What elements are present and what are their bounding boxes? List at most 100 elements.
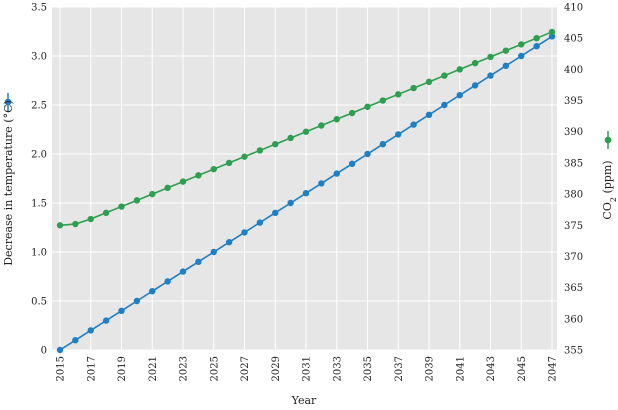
data-point [471,59,479,67]
data-point [164,278,171,285]
data-point [302,190,310,197]
data-point [348,109,356,117]
x-tick-label: 2029 [271,356,282,381]
x-axis-ticks: 2015 2017 2019 2021 2023 2025 2027 2029 2031 2033… [56,356,559,381]
y-right-tick-label: 355 [564,346,583,357]
data-point [225,239,233,246]
data-point [425,111,433,119]
data-point [548,33,556,40]
data-point [379,97,387,104]
data-point [364,150,371,158]
data-point [149,190,156,198]
data-point [56,346,64,354]
y-right-tick-label: 390 [564,127,583,138]
series-0 [56,33,556,354]
x-tick-label: 2021 [148,356,159,381]
data-point [487,53,494,61]
data-point [287,199,294,207]
series-1 [56,28,556,229]
y-axis-right-title-main: CO [601,202,614,219]
data-point [210,248,217,256]
data-point [395,131,402,138]
x-tick-label: 2043 [486,356,497,381]
x-tick-label: 2015 [56,356,67,381]
data-point [533,34,540,42]
data-point [164,184,171,192]
y-right-tick-label: 400 [564,65,583,76]
data-point [302,128,310,135]
y-axis-right-title-sub: 2 [609,197,618,202]
data-point [348,160,356,167]
y-right-tick-label: 365 [564,283,583,294]
series-group [56,28,556,354]
data-point [195,172,202,179]
x-tick-label: 2041 [455,356,466,381]
data-point [133,197,141,204]
data-point [179,178,187,185]
data-point [318,180,325,187]
y-axis-left-ticks: 0 0.5 1.0 1.5 2.0 2.5 3.0 3.5 [31,3,47,357]
data-point [195,258,202,265]
y-axis-left-title-group: Decrease in temperature (°C) [2,93,15,266]
right-axis-legend-marker [604,136,612,144]
data-point [487,72,494,79]
y-left-tick-label: 3.5 [31,3,47,14]
x-tick-label: 2039 [425,356,436,381]
x-axis-title: Year [291,394,317,407]
x-tick-label: 2027 [240,356,251,381]
y-right-tick-label: 405 [564,34,583,45]
y-left-tick-label: 0 [41,346,47,357]
x-tick-label: 2035 [363,356,374,381]
y-right-tick-label: 385 [564,158,583,169]
data-point [210,165,217,173]
y-left-tick-label: 3.0 [31,52,47,63]
y-left-tick-label: 1.5 [31,199,47,210]
x-tick-label: 2031 [302,356,313,381]
y-axis-right-title-unit: (ppm) [601,160,614,197]
data-point [502,47,510,54]
data-point [179,268,187,275]
x-tick-label: 2047 [548,356,559,381]
data-point [87,327,94,334]
data-point [379,141,387,148]
data-point [72,337,79,344]
data-point [410,121,417,128]
data-point [441,72,448,79]
y-right-tick-label: 410 [564,3,583,14]
plot-background [52,7,557,350]
data-point [518,41,525,48]
data-point [241,229,248,236]
data-point [425,78,433,86]
data-point [441,101,448,109]
data-point [56,222,64,229]
data-point [225,159,233,167]
data-point [456,92,463,99]
data-point [102,209,110,216]
data-point [87,215,94,223]
y-right-tick-label: 370 [564,252,583,263]
data-point [241,153,248,160]
data-point [333,170,340,177]
data-point [272,141,279,148]
data-point [318,122,325,129]
data-point [287,134,294,142]
y-right-tick-label: 395 [564,96,583,107]
y-left-tick-label: 0.5 [31,297,47,308]
data-point [502,62,510,69]
data-point [395,91,402,98]
y-right-tick-label: 360 [564,314,583,325]
y-axis-right-title-group: CO2 (ppm) [601,131,618,220]
y-axis-right-title: CO2 (ppm) [601,160,618,219]
data-point [548,28,556,36]
x-tick-label: 2033 [332,356,343,381]
data-point [118,203,125,210]
data-point [118,307,125,314]
y-right-tick-label: 380 [564,190,583,201]
x-tick-label: 2023 [179,356,190,381]
data-point [364,103,371,110]
x-tick-label: 2037 [394,356,405,381]
y-axis-right-ticks: 355 360 365 370 375 380 385 390 395 400 405 410 [564,3,583,357]
data-point [102,317,110,324]
x-tick-label: 2025 [209,356,220,381]
